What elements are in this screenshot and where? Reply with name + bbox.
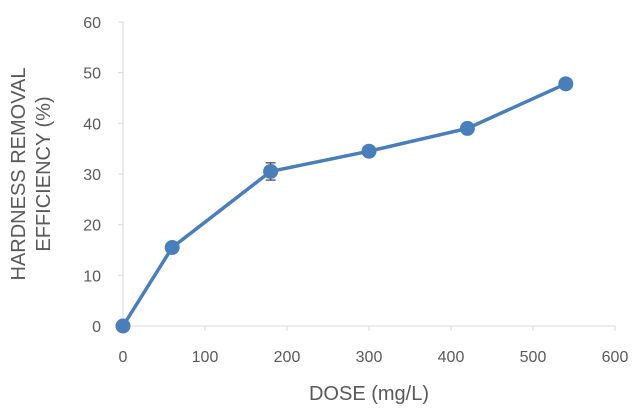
y-tick-label: 0 <box>92 319 101 336</box>
y-axis-title-line-2: EFFICIENCY (%) <box>33 96 55 251</box>
y-axis-title: HARDNESS REMOVAL EFFICIENCY (%) <box>8 67 55 280</box>
y-axis-title-line-1: HARDNESS REMOVAL <box>8 67 30 280</box>
x-tick-label: 100 <box>192 349 219 366</box>
x-axis-title: DOSE (mg/L) <box>309 383 429 405</box>
x-tick-label: 600 <box>602 349 629 366</box>
y-tick-label: 50 <box>83 66 101 83</box>
data-point <box>558 76 574 92</box>
x-tick-label: 0 <box>119 349 128 366</box>
data-point <box>115 318 131 334</box>
y-tick-label: 40 <box>83 116 101 133</box>
y-tick-label: 20 <box>83 218 101 235</box>
data-point <box>459 120 475 136</box>
x-tick-label: 500 <box>520 349 547 366</box>
series-line <box>121 82 567 327</box>
data-point <box>164 239 180 255</box>
x-tick-label: 400 <box>438 349 465 366</box>
y-tick-label: 10 <box>83 268 101 285</box>
y-tick-label: 30 <box>83 167 101 184</box>
data-point <box>263 163 279 179</box>
data-point <box>361 143 377 159</box>
y-tick-label: 60 <box>83 15 101 32</box>
x-tick-label: 200 <box>274 349 301 366</box>
x-tick-label: 300 <box>356 349 383 366</box>
